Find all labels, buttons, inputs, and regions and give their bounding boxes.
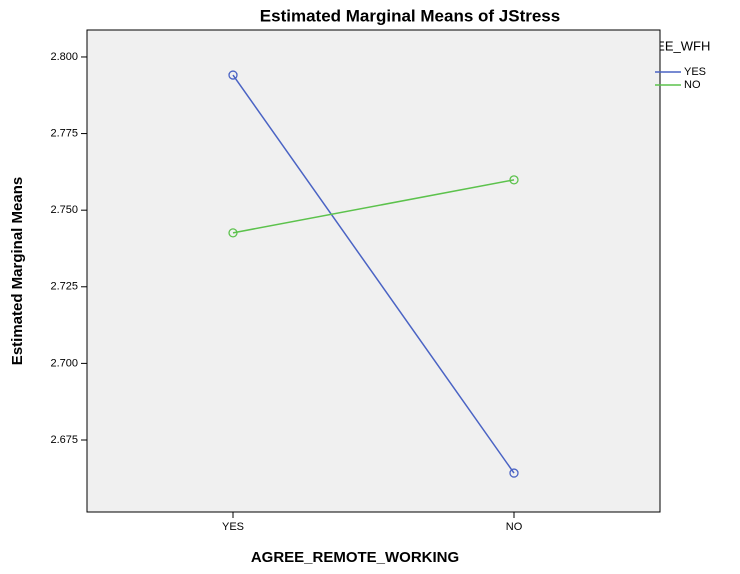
y-tick-label: 2.725 (50, 281, 78, 293)
y-tick-label: 2.775 (50, 127, 78, 139)
y-axis-label: Estimated Marginal Means (9, 177, 26, 365)
x-axis-label: AGREE_REMOTE_WORKING (251, 549, 459, 566)
y-tick-label: 2.700 (50, 357, 78, 369)
series-line (232, 74, 515, 474)
legend-label: NO (684, 79, 701, 91)
y-tick-label: 2.750 (50, 204, 78, 216)
data-point (509, 468, 519, 478)
legend-label: YES (684, 66, 706, 78)
series-line (232, 179, 515, 234)
data-point (228, 70, 238, 80)
y-tick-label: 2.800 (50, 51, 78, 63)
y-tick-label: 2.675 (50, 434, 78, 446)
chart-title: Estimated Marginal Means of JStress (260, 6, 560, 25)
x-tick-label: YES (222, 521, 244, 533)
data-point (509, 175, 519, 185)
x-tick-label: NO (506, 521, 523, 533)
plot-area (86, 29, 661, 513)
data-point (228, 228, 238, 238)
